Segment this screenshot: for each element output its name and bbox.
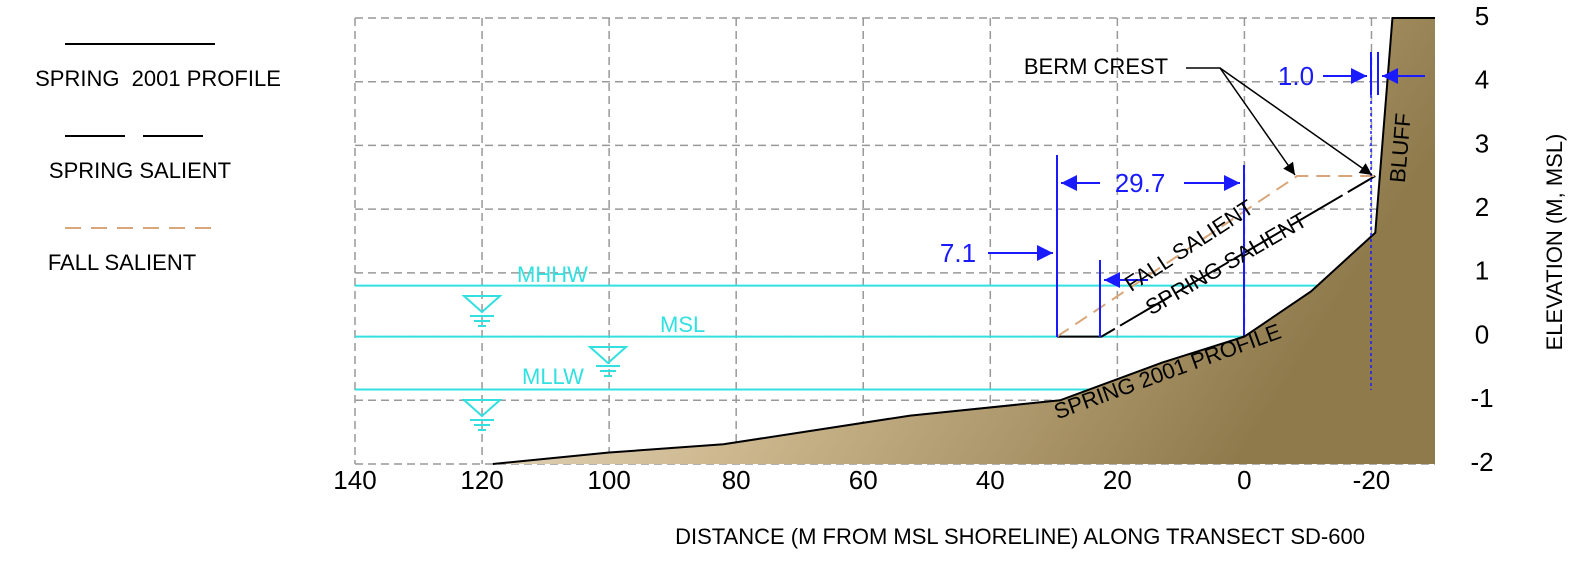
dim-label: 1.0 <box>1278 61 1314 91</box>
profile-fill <box>492 18 1435 464</box>
tide-symbols <box>461 295 629 431</box>
y-tick-label: 2 <box>1475 192 1489 222</box>
y-axis-label: ELEVATION (M, MSL) <box>1542 134 1567 351</box>
x-tick-label: 120 <box>460 465 503 495</box>
reference-label: MHHW <box>517 262 588 287</box>
legend: SPRING 2001 PROFILE SPRING SALIENT FALL SA… <box>35 43 281 275</box>
dim-label: 7.1 <box>940 238 976 268</box>
mhhw-symbol <box>461 295 503 327</box>
callout-arrow <box>1219 67 1373 176</box>
plot <box>492 17 1435 465</box>
y-tick-label: -1 <box>1470 383 1493 413</box>
mllw-symbol <box>461 399 503 431</box>
x-tick-label: 20 <box>1103 465 1132 495</box>
legend-label: SPRING SALIENT <box>49 158 231 183</box>
msl-symbol <box>587 346 629 377</box>
x-axis-label: DISTANCE (M FROM MSL SHORELINE) ALONG TR… <box>675 524 1365 549</box>
y-tick-label: 4 <box>1475 65 1489 95</box>
x-tick-label: 100 <box>587 465 630 495</box>
reference-label: MSL <box>660 312 705 337</box>
berm-crest-label: BERM CREST <box>1024 54 1168 79</box>
x-tick-label: -20 <box>1353 465 1391 495</box>
y-tick-label: 0 <box>1475 319 1489 349</box>
y-tick-label: 5 <box>1475 1 1489 31</box>
legend-label: SPRING 2001 PROFILE <box>35 66 281 91</box>
series-line <box>492 17 1435 465</box>
x-tick-label: 40 <box>976 465 1005 495</box>
dimensions: 29.7 7.1 1.0 <box>940 52 1425 390</box>
series-line <box>1057 175 1376 338</box>
x-tick-label: 140 <box>333 465 376 495</box>
y-tick-label: 3 <box>1475 128 1489 158</box>
dim-label: 29.7 <box>1115 168 1166 198</box>
bluff-label: BLUFF <box>1385 112 1416 184</box>
y-tick-label: 1 <box>1475 256 1489 286</box>
y-tick-label: -2 <box>1470 447 1493 477</box>
series-line <box>1056 175 1376 338</box>
reference-label: MLLW <box>522 364 584 389</box>
x-tick-label: 80 <box>722 465 751 495</box>
x-tick-label: 60 <box>849 465 878 495</box>
x-tick-label: 0 <box>1237 465 1251 495</box>
legend-label: FALL SALIENT <box>48 250 196 275</box>
